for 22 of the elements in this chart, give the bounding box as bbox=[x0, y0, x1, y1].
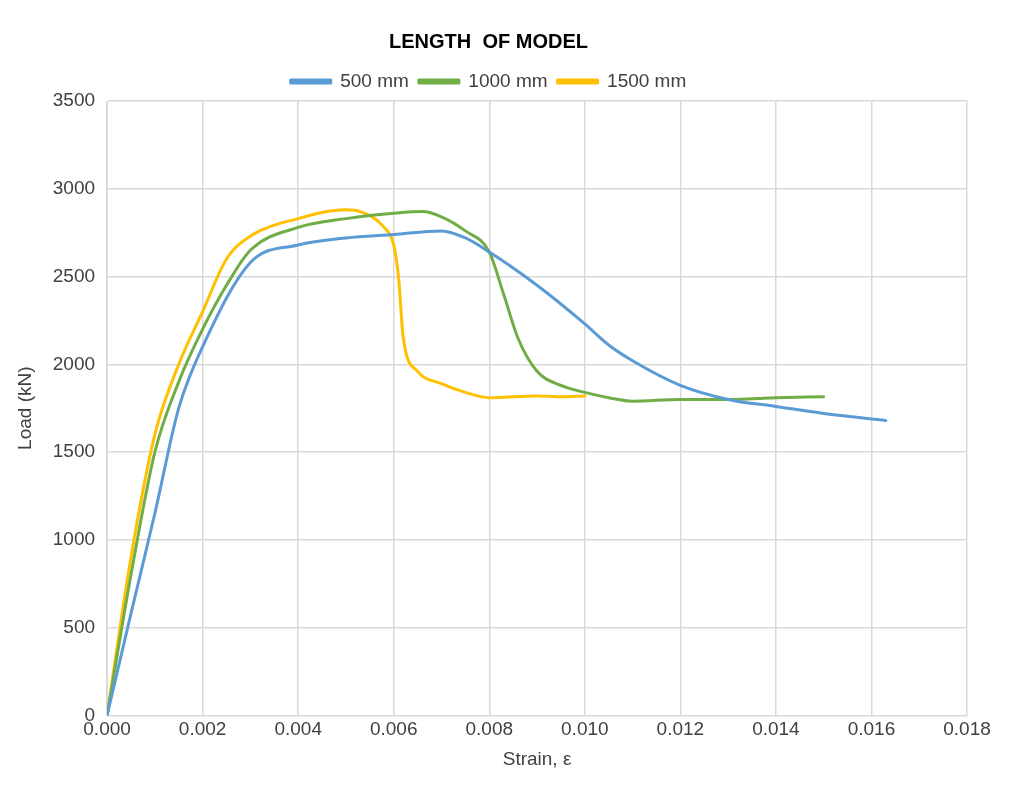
y-tick-label: 3500 bbox=[52, 89, 96, 111]
x-tick-label: 0.010 bbox=[561, 718, 609, 740]
x-tick-label: 0.002 bbox=[178, 718, 227, 740]
x-tick-label: 0.006 bbox=[369, 718, 418, 740]
y-tick-label: 1000 bbox=[52, 528, 96, 550]
y-tick-label: 500 bbox=[63, 615, 96, 637]
x-axis-title: Strain, ε bbox=[502, 747, 572, 769]
legend-label: 1000 mm bbox=[468, 69, 548, 91]
legend-label: 500 mm bbox=[340, 69, 409, 91]
x-tick-label: 0.016 bbox=[847, 718, 896, 740]
x-tick-label: 0.004 bbox=[274, 718, 323, 740]
x-tick-label: 0.014 bbox=[752, 718, 801, 740]
y-tick-label: 2000 bbox=[52, 352, 96, 374]
y-tick-label: 1500 bbox=[52, 440, 96, 462]
x-tick-label: 0.012 bbox=[656, 718, 705, 740]
x-tick-label: 0.008 bbox=[465, 718, 514, 740]
legend-label: 1500 mm bbox=[607, 69, 687, 91]
y-tick-label: 2500 bbox=[52, 264, 96, 286]
chart-title: LENGTH OF MODEL bbox=[389, 29, 588, 52]
y-tick-label: 3000 bbox=[52, 177, 96, 199]
x-tick-label: 0.018 bbox=[943, 718, 991, 740]
y-axis-title: Load (kN) bbox=[13, 366, 35, 450]
